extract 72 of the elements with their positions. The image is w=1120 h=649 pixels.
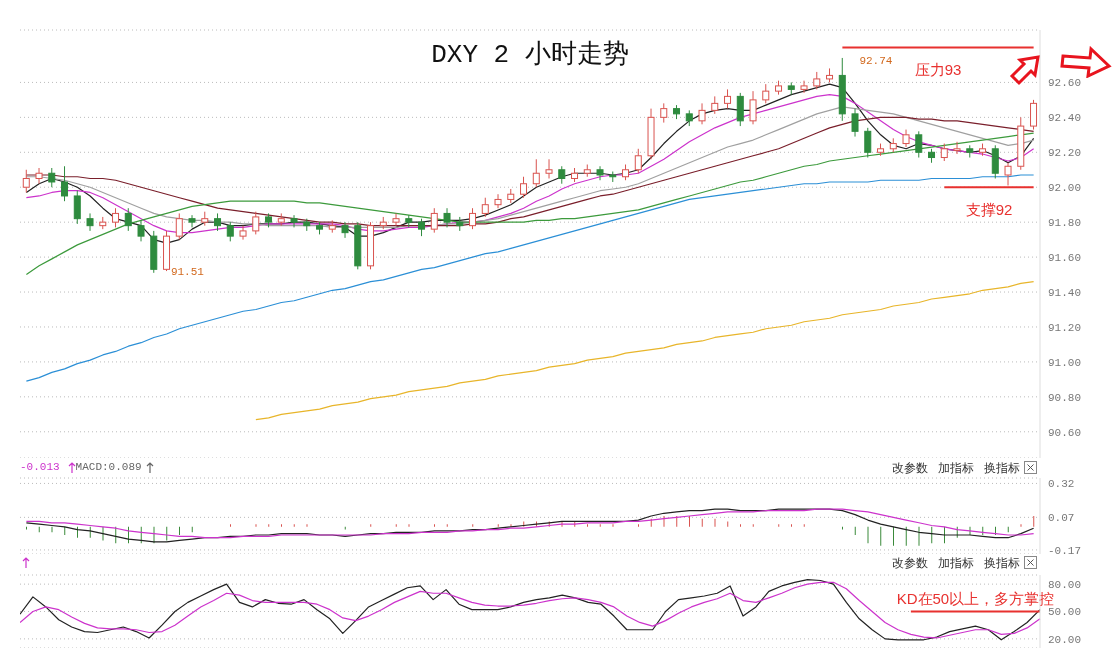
y-tick-label: 92.60 xyxy=(1048,77,1082,90)
y-tick-label: 92.20 xyxy=(1048,147,1082,160)
text: 换指标 xyxy=(984,555,1020,572)
candlestick xyxy=(660,102,668,124)
text: 改参数 xyxy=(892,555,928,572)
candlestick xyxy=(175,212,183,241)
y-tick-label: 20.00 xyxy=(1048,633,1082,646)
y-tick-label: 92.00 xyxy=(1048,182,1082,195)
y-tick-label: 90.60 xyxy=(1048,426,1082,439)
candlestick xyxy=(762,83,770,104)
candlestick xyxy=(73,190,81,225)
text: 换指标 xyxy=(984,460,1020,477)
y-tick-label: 91.20 xyxy=(1048,321,1082,334)
candlestick xyxy=(392,212,400,227)
candlestick xyxy=(188,214,196,228)
text: MACD:0.089 xyxy=(75,461,142,473)
chart-title: DXY 2 小时走势 xyxy=(431,40,629,70)
candlestick xyxy=(252,211,260,235)
text: 改参数 xyxy=(892,460,928,477)
candlestick xyxy=(851,108,859,138)
candlestick xyxy=(124,207,132,232)
candlestick xyxy=(239,225,247,241)
candlestick xyxy=(520,176,528,199)
candlestick xyxy=(749,90,757,125)
y-tick-label: 92.40 xyxy=(1048,112,1082,125)
y-tick-label: 50.00 xyxy=(1048,606,1082,619)
candlestick xyxy=(481,197,489,218)
candlestick xyxy=(698,102,706,125)
candlestick xyxy=(469,207,477,230)
candlestick xyxy=(137,219,145,242)
candlestick xyxy=(545,158,553,179)
candlestick xyxy=(800,80,808,94)
candlestick xyxy=(532,158,540,188)
candlestick xyxy=(341,221,349,239)
candlestick xyxy=(48,167,56,188)
candlestick xyxy=(596,165,604,181)
candlestick xyxy=(634,148,642,174)
y-tick-label: 91.00 xyxy=(1048,356,1082,369)
ref-line-label: KD在50以上，多方掌控 xyxy=(896,589,1055,607)
annotation: 91.51 xyxy=(170,265,205,278)
candlestick xyxy=(915,130,923,159)
ref-line-label: 压力93 xyxy=(914,61,962,79)
candlestick xyxy=(430,207,438,234)
candlestick xyxy=(864,127,872,159)
candlestick xyxy=(290,214,298,228)
y-tick-label: 91.60 xyxy=(1048,252,1082,265)
annotation: 92.74 xyxy=(859,54,893,67)
y-tick-label: 90.80 xyxy=(1048,391,1082,404)
y-tick-label: 80.00 xyxy=(1048,579,1082,592)
text: 加指标 xyxy=(938,555,974,572)
ref-line-label: 支撑92 xyxy=(965,201,1013,219)
text: -0.013 xyxy=(20,461,60,473)
candlestick xyxy=(1030,99,1038,131)
line-series xyxy=(25,132,1035,276)
candlestick xyxy=(443,207,451,228)
candlestick xyxy=(953,141,961,155)
line-series xyxy=(255,280,1035,421)
candlestick xyxy=(724,88,732,110)
y-tick-label: -0.17 xyxy=(1048,544,1082,557)
candlestick xyxy=(1004,162,1012,186)
y-tick-label: 91.80 xyxy=(1048,217,1082,230)
y-tick-label: 0.07 xyxy=(1048,512,1075,525)
candlestick xyxy=(494,193,502,209)
candlestick xyxy=(61,165,69,202)
y-tick-label: 0.32 xyxy=(1048,478,1075,491)
text: 加指标 xyxy=(938,460,974,477)
candlestick xyxy=(22,169,30,193)
candlestick xyxy=(226,221,234,242)
candlestick xyxy=(35,167,43,185)
candlestick xyxy=(112,207,120,228)
candlestick xyxy=(86,212,94,232)
y-tick-label: 91.40 xyxy=(1048,286,1082,299)
